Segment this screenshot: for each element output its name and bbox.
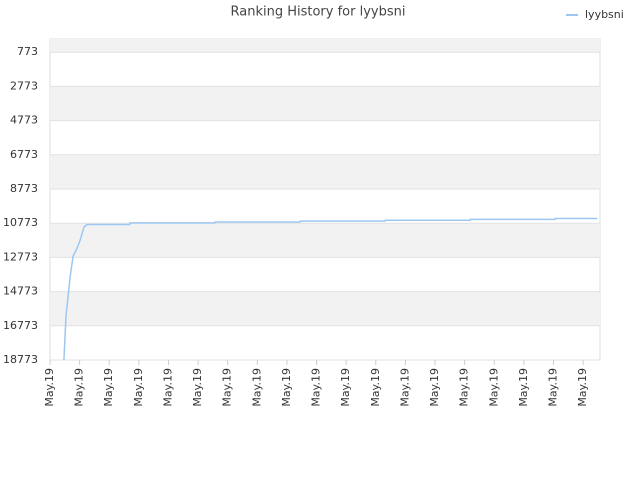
legend-label: lyybsni [585, 8, 624, 21]
chart-title: Ranking History for lyybsni [231, 5, 406, 20]
y-tick-label: 2773 [10, 79, 38, 92]
y-tick-label: 773 [17, 45, 38, 58]
band [50, 223, 600, 258]
x-tick-label: May.19 [132, 368, 145, 407]
x-tick-label: May.19 [250, 368, 263, 407]
y-tick-label: 4773 [10, 114, 38, 127]
x-tick-label: May.19 [517, 368, 530, 407]
x-tick-label: May.19 [339, 368, 352, 407]
y-tick-label: 18773 [3, 353, 38, 366]
y-tick-label: 14773 [3, 285, 38, 298]
x-tick-label: May.19 [458, 368, 471, 407]
y-tick-label: 12773 [3, 250, 38, 263]
x-tick-label: May.19 [428, 368, 441, 407]
x-tick-label: May.19 [398, 368, 411, 407]
x-tick-label: May.19 [310, 368, 323, 407]
x-tick-label: May.19 [280, 368, 293, 407]
x-tick-label: May.19 [73, 368, 86, 407]
x-tick-label: May.19 [43, 368, 56, 407]
x-tick-label: May.19 [102, 368, 115, 407]
y-tick-label: 6773 [10, 148, 38, 161]
band [50, 154, 600, 190]
band [50, 291, 600, 326]
y-tick-label: 16773 [3, 319, 38, 332]
y-tick-label: 8773 [10, 182, 38, 195]
x-tick-label: May.19 [547, 368, 560, 407]
line [63, 217, 598, 361]
x-tick-label: May.19 [369, 368, 382, 407]
x-tick-label: May.19 [191, 368, 204, 407]
band [50, 86, 600, 121]
x-tick-label: May.19 [576, 368, 589, 407]
x-tick-label: May.19 [221, 368, 234, 407]
band [50, 39, 600, 53]
x-tick-label: May.19 [161, 368, 174, 407]
y-tick-label: 10773 [3, 216, 38, 229]
x-tick-label: May.19 [487, 368, 500, 407]
